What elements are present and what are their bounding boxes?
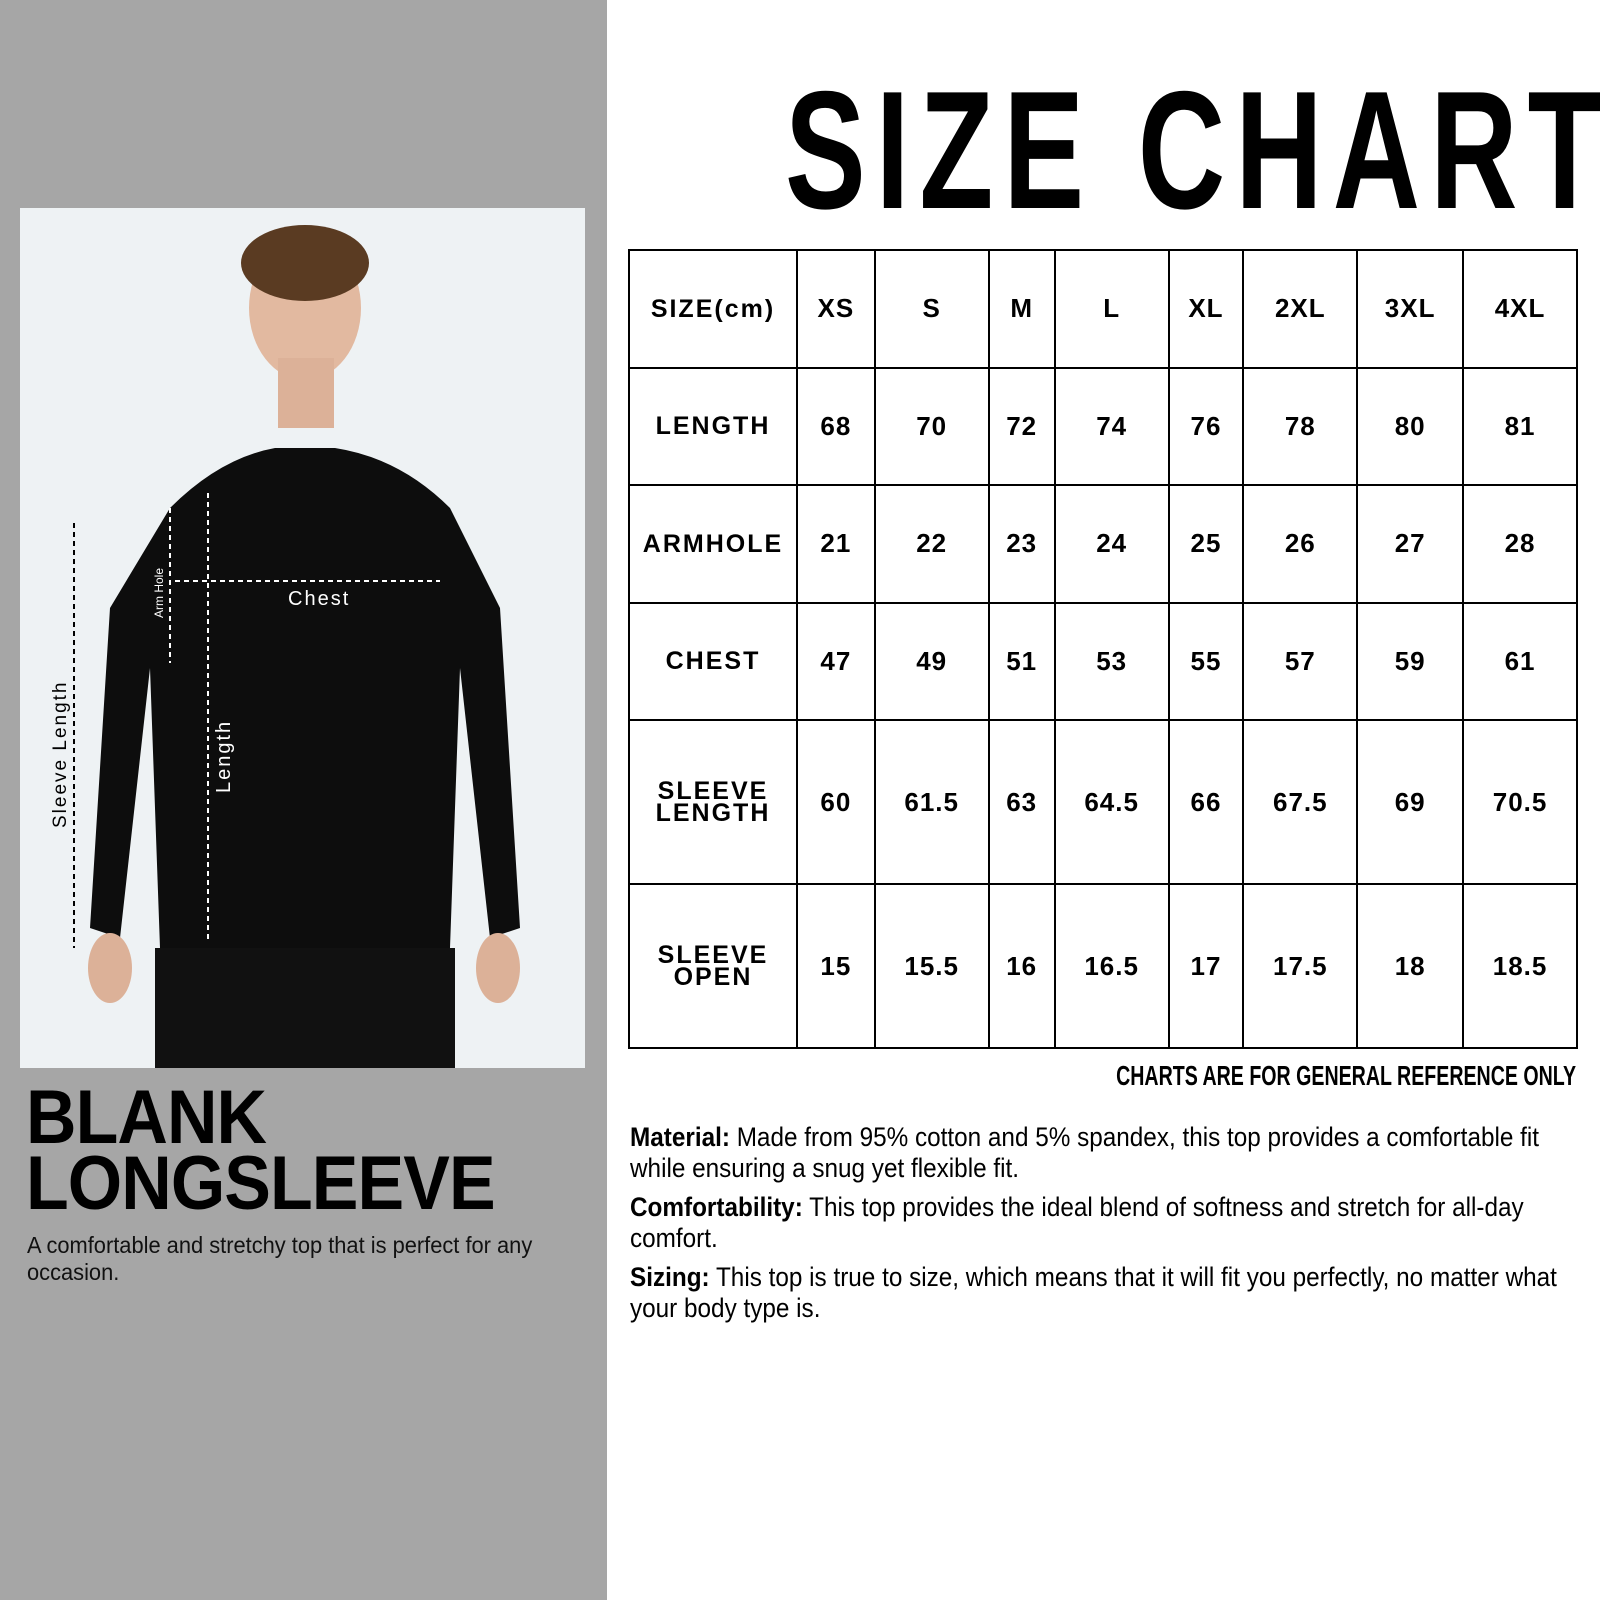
product-title: BLANK LONGSLEEVE (26, 1075, 496, 1226)
table-cell: 66 (1167, 719, 1245, 886)
table-cell: 24 (1053, 484, 1170, 604)
table-cell: 21 (796, 484, 876, 604)
table-cell: 18 (1356, 883, 1465, 1049)
table-cell: 61 (1462, 601, 1578, 722)
table-cell: 26 (1242, 484, 1359, 604)
row-label: SLEEVE LENGTH (628, 719, 798, 886)
table-cell: 49 (873, 601, 990, 722)
detail-label: Sizing: (630, 1262, 710, 1292)
row-label: CHEST (628, 601, 798, 722)
detail-paragraph: Sizing: This top is true to size, which … (630, 1262, 1566, 1324)
table-cell: 63 (987, 719, 1056, 886)
detail-label: Material: (630, 1122, 730, 1152)
table-cell: 57 (1242, 601, 1359, 722)
size-header: 4XL (1462, 249, 1578, 369)
page-title: SIZE CHART (785, 56, 1600, 244)
table-cell: 81 (1462, 366, 1578, 487)
size-table: SIZE(cm) XS S M L XL 2XL 3XL 4XL LENGTH 68 70 72 74 76… (628, 249, 1578, 1049)
table-row: CHEST 47 49 51 53 55 57 59 61 (628, 601, 1578, 722)
table-cell: 17 (1167, 883, 1245, 1049)
reference-note: CHARTS ARE FOR GENERAL REFERENCE ONLY (1116, 1060, 1576, 1091)
size-header: L (1053, 249, 1170, 369)
detail-paragraph: Comfortability: This top provides the id… (630, 1192, 1566, 1254)
table-cell: 76 (1167, 366, 1245, 487)
table-cell: 28 (1462, 484, 1578, 604)
table-cell: 72 (987, 366, 1056, 487)
arm-hole-label: Arm Hole (152, 568, 166, 618)
table-cell: 16.5 (1053, 883, 1170, 1049)
detail-paragraph: Material: Made from 95% cotton and 5% sp… (630, 1122, 1566, 1184)
table-cell: 22 (873, 484, 990, 604)
table-cell: 64.5 (1053, 719, 1170, 886)
size-header: M (987, 249, 1056, 369)
size-header: XS (796, 249, 876, 369)
table-cell: 27 (1356, 484, 1465, 604)
size-header: 3XL (1356, 249, 1465, 369)
product-photo: Chest Arm Hole Length Sleeve Length (20, 208, 585, 1068)
detail-text: This top provides the ideal blend of sof… (630, 1192, 1524, 1253)
table-cell: 78 (1242, 366, 1359, 487)
detail-text: This top is true to size, which means th… (630, 1262, 1557, 1323)
table-cell: 17.5 (1242, 883, 1359, 1049)
table-cell: 15.5 (873, 883, 990, 1049)
table-header-row: SIZE(cm) XS S M L XL 2XL 3XL 4XL (628, 249, 1578, 369)
table-cell: 70.5 (1462, 719, 1578, 886)
row-label: LENGTH (628, 366, 798, 487)
chest-label: Chest (288, 588, 350, 610)
table-cell: 68 (796, 366, 876, 487)
table-cell: 55 (1167, 601, 1245, 722)
detail-label: Comfortability: (630, 1192, 803, 1222)
table-cell: 47 (796, 601, 876, 722)
row-label: SLEEVE OPEN (628, 883, 798, 1049)
table-cell: 70 (873, 366, 990, 487)
table-cell: 53 (1053, 601, 1170, 722)
title-line-2: LONGSLEEVE (26, 1141, 496, 1226)
size-header: S (873, 249, 990, 369)
table-cell: 16 (987, 883, 1056, 1049)
table-cell: 69 (1356, 719, 1465, 886)
length-label: Length (213, 720, 235, 793)
table-cell: 80 (1356, 366, 1465, 487)
size-header: XL (1167, 249, 1245, 369)
table-cell: 60 (796, 719, 876, 886)
size-unit-header: SIZE(cm) (628, 249, 798, 369)
title-line-1: BLANK (26, 1075, 267, 1160)
table-cell: 51 (987, 601, 1056, 722)
table-cell: 15 (796, 883, 876, 1049)
table-row: ARMHOLE 21 22 23 24 25 26 27 28 (628, 484, 1578, 604)
size-header: 2XL (1242, 249, 1359, 369)
table-cell: 59 (1356, 601, 1465, 722)
table-row: SLEEVE OPEN 15 15.5 16 16.5 17 17.5 18 18.5 (628, 883, 1578, 1049)
table-cell: 18.5 (1462, 883, 1578, 1049)
product-description: A comfortable and stretchy top that is p… (27, 1232, 533, 1285)
table-row: LENGTH 68 70 72 74 76 78 80 81 (628, 366, 1578, 487)
table-cell: 25 (1167, 484, 1245, 604)
table-cell: 23 (987, 484, 1056, 604)
sleeve-length-label: Sleeve Length (50, 681, 71, 829)
table-row: SLEEVE LENGTH 60 61.5 63 64.5 66 67.5 69 70.5 (628, 719, 1578, 886)
table-cell: 67.5 (1242, 719, 1359, 886)
table-cell: 61.5 (873, 719, 990, 886)
detail-text: Made from 95% cotton and 5% spandex, thi… (630, 1122, 1540, 1183)
row-label: ARMHOLE (628, 484, 798, 604)
table-cell: 74 (1053, 366, 1170, 487)
